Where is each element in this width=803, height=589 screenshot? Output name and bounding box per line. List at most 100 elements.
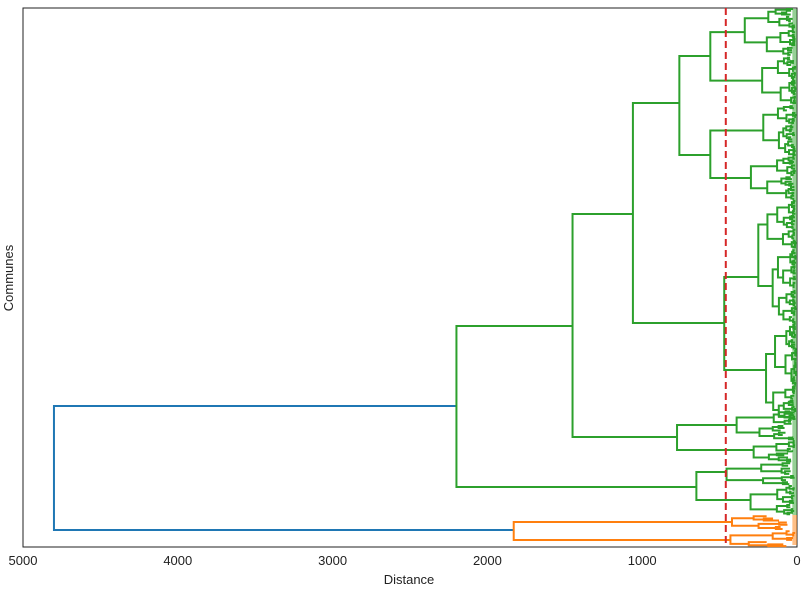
dendrogram-link (787, 187, 793, 195)
x-tick-label: 1000 (628, 553, 657, 568)
dendrogram-link (787, 30, 793, 37)
dendrogram-link (455, 325, 697, 488)
dendrogram-link (787, 136, 793, 141)
dendrogram-link (767, 10, 780, 24)
dendrogram-link (766, 213, 783, 240)
dendrogram-link (780, 11, 791, 16)
dendrogram-link (695, 471, 751, 501)
dendrogram-link (788, 68, 793, 77)
dendrogram-link (789, 38, 794, 46)
dendrogram-link (788, 299, 794, 306)
dendrogram-link (776, 488, 787, 501)
x-tick-label: 4000 (163, 553, 192, 568)
dendrogram-link (780, 476, 792, 482)
dendrogram-link (571, 213, 678, 438)
dendrogram-link (781, 481, 790, 486)
dendrogram-link (757, 522, 780, 530)
dendrogram-link (762, 113, 779, 142)
dendrogram-link (785, 293, 792, 304)
dendrogram-links (52, 7, 798, 548)
dendrogram-link (787, 156, 794, 162)
dendrogram-link (785, 113, 793, 123)
dendrogram-link (787, 436, 794, 441)
dendrogram-link (782, 309, 792, 321)
dendrogram-link (758, 427, 775, 437)
dendrogram-link (785, 176, 792, 181)
dendrogram-link (781, 462, 791, 467)
dendrogram-link (774, 526, 783, 531)
dendrogram-link (784, 410, 792, 415)
dendrogram-link (791, 42, 796, 47)
dendrogram-link (788, 22, 793, 28)
dendrogram-link (785, 125, 791, 132)
dendrogram-link (779, 86, 792, 102)
dendrogram-link (777, 431, 786, 437)
dendrogram-link (786, 46, 793, 52)
dendrogram-link (788, 17, 793, 22)
dendrogram-link (743, 17, 769, 44)
y-axis-title: Communes (1, 244, 16, 311)
dendrogram-link (788, 490, 794, 495)
dendrogram-link (777, 456, 789, 462)
dendrogram-link (787, 441, 794, 448)
dendrogram-link (777, 404, 785, 417)
dendrogram-link (784, 143, 790, 153)
dendrogram-link (782, 127, 787, 138)
dendrogram-link (749, 493, 778, 511)
dendrogram-link (790, 508, 795, 513)
dendrogram-link (774, 334, 787, 369)
dendrogram-link (786, 504, 791, 509)
dendrogram-link (762, 477, 783, 485)
dendrogram-link (785, 189, 792, 199)
x-tick-label: 0 (793, 553, 800, 568)
dendrogram-link (778, 17, 790, 27)
dendrogram-link (765, 36, 784, 53)
dendrogram-link (784, 354, 793, 375)
dendrogram-link (729, 534, 773, 545)
x-tick-label: 2000 (473, 553, 502, 568)
dendrogram-link (779, 32, 791, 44)
dendrogram-link (782, 269, 792, 284)
dendrogram-link (771, 426, 781, 432)
dendrogram-link (778, 521, 788, 526)
dendrogram-link (788, 81, 792, 92)
dendrogram-link (788, 128, 793, 133)
x-tick-labels: 5000 4000 3000 2000 1000 0 (9, 553, 801, 568)
dendrogram-link (785, 7, 794, 12)
dendrogram-link (782, 57, 788, 65)
dendrogram-link (771, 268, 779, 308)
dendrogram-link (773, 433, 789, 440)
dendrogram-link (730, 517, 759, 527)
dendrogram-link (767, 453, 779, 461)
dendrogram-link (788, 485, 794, 490)
dendrogram-link (787, 140, 793, 147)
dendrogram-link (780, 467, 791, 474)
x-axis-title: Distance (384, 572, 435, 587)
dendrogram-link (735, 416, 774, 434)
dendrogram-link (781, 496, 792, 503)
dendrogram-link (709, 129, 764, 180)
dendrogram-link (631, 102, 725, 324)
dendrogram-link (782, 47, 789, 55)
dendrogram-link (788, 499, 795, 504)
dendrogram-link (787, 203, 793, 214)
dendrogram-link (789, 277, 795, 287)
dendrogram-link (788, 414, 795, 419)
plot-frame (22, 7, 798, 548)
dendrogram-link (678, 55, 711, 156)
dendrogram-link (788, 161, 794, 165)
dendrogram-link (785, 133, 794, 140)
dendrogram-link (777, 425, 785, 429)
dendrogram-link (777, 296, 787, 316)
dendrogram-link (791, 143, 795, 149)
dendrogram-link (787, 230, 794, 238)
dendrogram-link (749, 165, 778, 190)
dendrogram-link (780, 177, 787, 185)
dendrogram-link (723, 276, 767, 371)
dendrogram-link (784, 470, 791, 475)
dendrogram-link (784, 388, 793, 399)
dendrogram-link (789, 124, 794, 129)
dendrogram-link (784, 180, 792, 186)
dendrogram-link (777, 411, 790, 418)
